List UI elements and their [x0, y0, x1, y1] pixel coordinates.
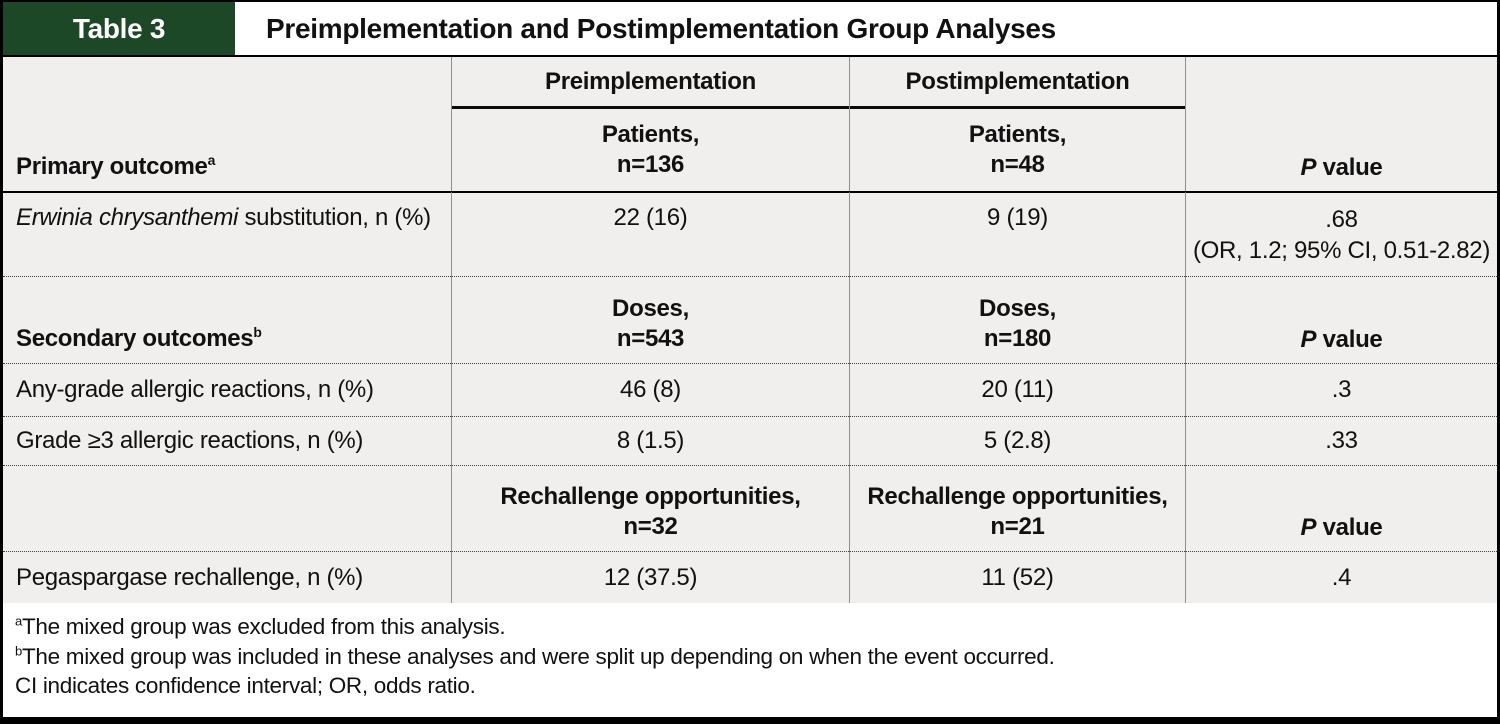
table-title: Preimplementation and Postimplementation…	[266, 12, 1056, 44]
analyses-table: Primary outcomea Preimplementation Patie…	[3, 57, 1497, 603]
section-label: Primary outcome	[16, 153, 208, 180]
footnote-marker-a: a	[207, 152, 216, 168]
header-rechallenge-spacer	[3, 465, 451, 551]
footnote-a: aThe mixed group was excluded from this …	[15, 613, 506, 639]
footnote-b: bThe mixed group was included in these a…	[15, 643, 1055, 669]
header-preimplementation: Preimplementation Patients, n=136	[451, 57, 849, 191]
row-pegaspargase-post-value: 11 (52)	[849, 551, 1185, 603]
row-erwinia-label: Erwinia chrysanthemi substitution, n (%)	[3, 191, 451, 276]
row-pegaspargase-label: Pegaspargase rechallenge, n (%)	[3, 551, 451, 603]
subheader-patients-pre: Patients, n=136	[601, 121, 700, 178]
row-erwinia-pre-value: 22 (16)	[451, 191, 849, 276]
row-pegaspargase-pre-value: 12 (37.5)	[451, 551, 849, 603]
row-anygrade-post-value: 20 (11)	[849, 363, 1185, 416]
header-p-value-rechallenge: P value	[1185, 465, 1497, 551]
subheader-rechallenge-post: Rechallenge opportunities, n=21	[849, 465, 1185, 551]
header-secondary-outcomes: Secondary outcomesb	[3, 276, 451, 363]
row-erwinia-post-value: 9 (19)	[849, 191, 1185, 276]
row-grade3-pre-value: 8 (1.5)	[451, 416, 849, 465]
group-label-preimplementation: Preimplementation	[452, 57, 849, 109]
row-grade3-p-value: .33	[1185, 416, 1497, 465]
subheader-rechallenge-pre: Rechallenge opportunities, n=32	[451, 465, 849, 551]
table-number-label: Table 3	[72, 12, 166, 44]
footnote-abbreviations: CI indicates confidence interval; OR, od…	[15, 673, 476, 698]
footnotes: aThe mixed group was excluded from this …	[3, 603, 1497, 701]
row-anygrade-label: Any-grade allergic reactions, n (%)	[3, 363, 451, 416]
group-label-postimplementation: Postimplementation	[850, 57, 1185, 109]
row-pegaspargase-p-value: .4	[1185, 551, 1497, 603]
footnote-marker-b: b	[253, 324, 262, 340]
header-postimplementation: Postimplementation Patients, n=48	[849, 57, 1185, 191]
title-bar: Table 3 Preimplementation and Postimplem…	[3, 2, 1497, 57]
table-number-badge: Table 3	[3, 2, 235, 55]
header-primary-outcome: Primary outcomea	[3, 57, 451, 191]
row-anygrade-pre-value: 46 (8)	[451, 363, 849, 416]
section-label: Secondary outcomes	[16, 325, 254, 352]
subheader-doses-post: Doses, n=180	[849, 276, 1185, 363]
row-grade3-label: Grade ≥3 allergic reactions, n (%)	[3, 416, 451, 465]
row-anygrade-p-value: .3	[1185, 363, 1497, 416]
row-erwinia-p-value: .68 (OR, 1.2; 95% CI, 0.51-2.82)	[1185, 191, 1497, 276]
subheader-patients-post: Patients, n=48	[968, 121, 1067, 178]
row-grade3-post-value: 5 (2.8)	[849, 416, 1185, 465]
header-p-value: P value	[1185, 57, 1497, 191]
subheader-doses-pre: Doses, n=543	[451, 276, 849, 363]
header-p-value-secondary: P value	[1185, 276, 1497, 363]
